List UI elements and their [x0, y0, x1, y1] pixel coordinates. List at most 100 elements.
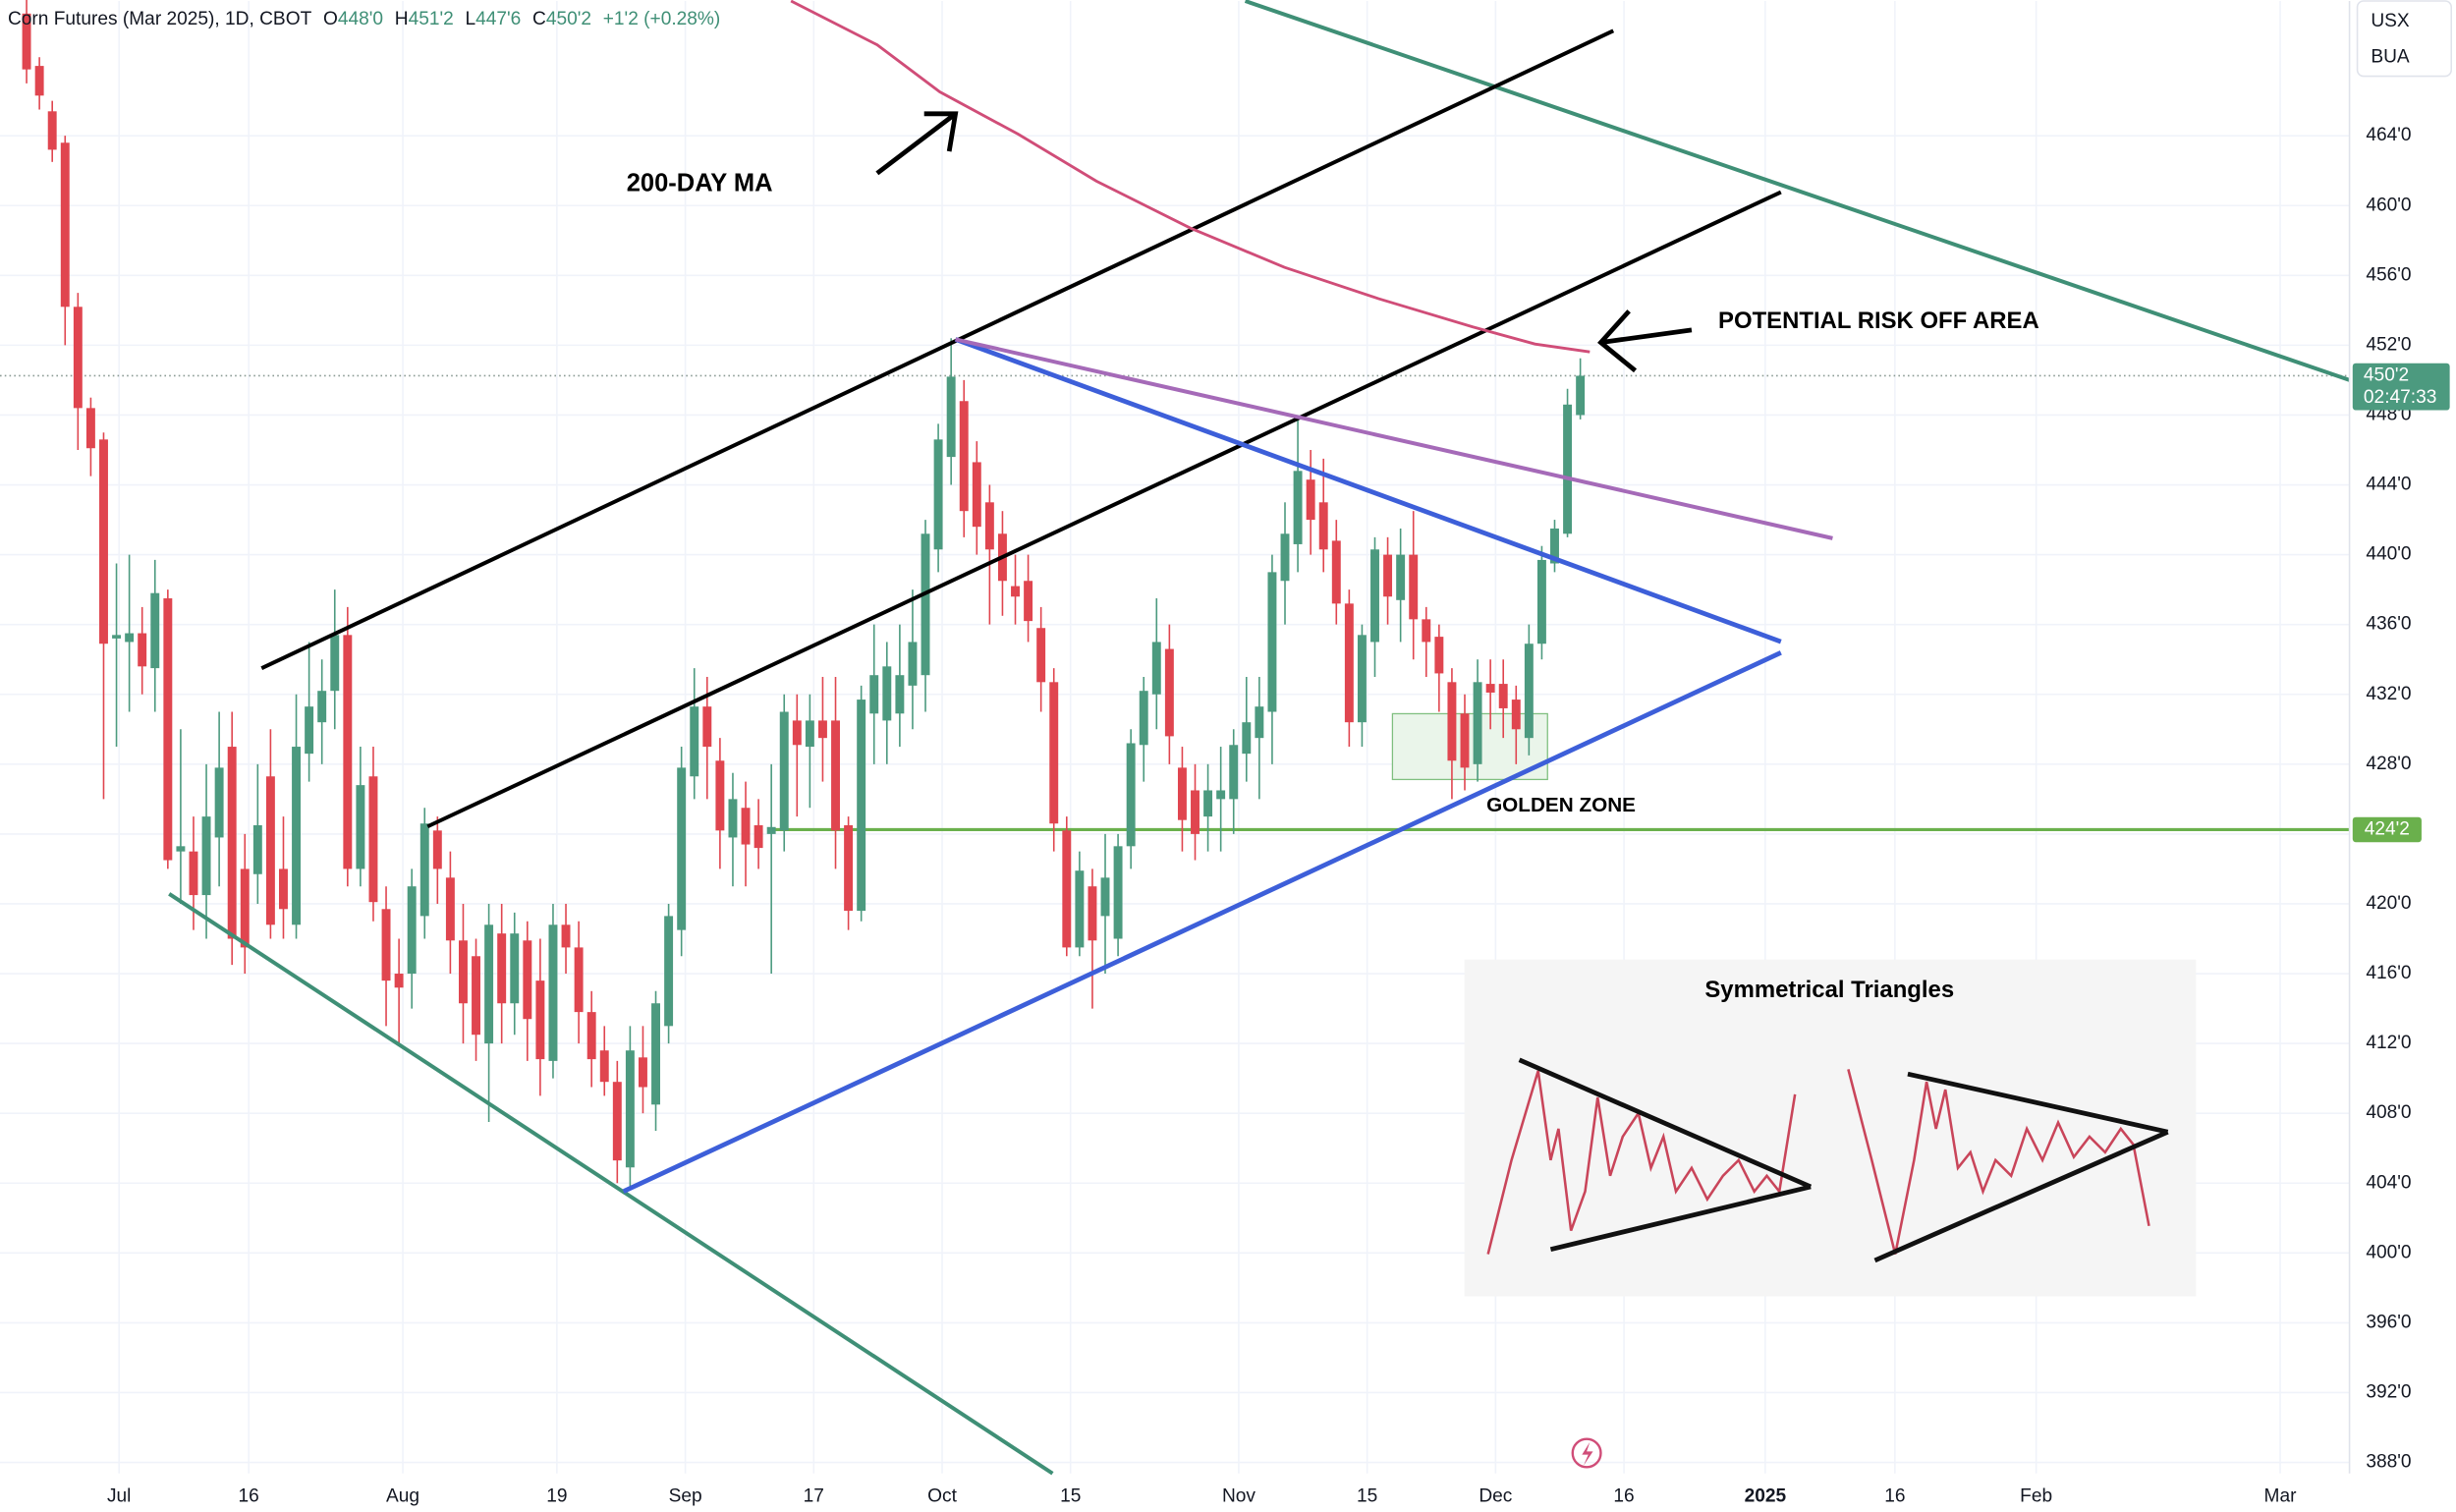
candle-body — [946, 376, 956, 458]
channel-line — [426, 190, 1782, 829]
currency[interactable]: USX — [2371, 11, 2410, 31]
candle-body — [85, 408, 95, 449]
candle-body — [1331, 540, 1341, 604]
candle-body — [1318, 502, 1328, 550]
triangle-line — [954, 337, 1782, 644]
candle-body — [252, 825, 262, 874]
candle-body — [292, 747, 302, 925]
candle-body — [1024, 581, 1033, 622]
candle-body — [381, 909, 391, 981]
candle-body — [265, 776, 275, 925]
candle-body — [895, 675, 905, 714]
candle-body — [792, 720, 802, 746]
inset-trend — [1549, 1184, 1812, 1253]
ohlc-key: O — [323, 9, 338, 29]
last-price-label: 450'2 — [2364, 365, 2409, 386]
candle-body — [497, 933, 507, 1004]
candle-body — [1306, 479, 1315, 521]
candle-body — [1177, 767, 1187, 820]
candle-body — [1383, 554, 1393, 597]
candle-body — [343, 635, 353, 869]
candle-body — [1216, 790, 1226, 800]
ma-label: 200-DAY MA — [627, 169, 773, 196]
candle-body — [356, 785, 365, 869]
candle-body — [754, 825, 763, 849]
axes: 464'0460'0456'0452'0448'0444'0440'0436'0… — [107, 125, 2450, 1507]
candle-body — [214, 767, 224, 838]
x-tick-label: 17 — [804, 1486, 824, 1507]
inset-trend — [1873, 1129, 2169, 1263]
candle-body — [561, 924, 571, 948]
ohlc-key: H — [395, 9, 409, 29]
candle-body — [857, 700, 866, 912]
x-tick-label: 16 — [1884, 1486, 1905, 1507]
level-label: 424'2 — [2365, 818, 2410, 839]
candle-body — [407, 886, 417, 975]
candle-body — [831, 720, 840, 831]
x-tick-label: 15 — [1060, 1486, 1081, 1507]
candle-body — [1280, 533, 1290, 582]
level-tag — [2352, 816, 2422, 843]
candle-body — [869, 675, 879, 714]
candle-body — [1062, 830, 1072, 948]
y-tick-label: 452'0 — [2366, 334, 2411, 355]
candle-body — [112, 635, 122, 639]
candles — [22, 0, 1586, 1189]
candle-body — [1434, 637, 1444, 674]
icon[interactable] — [1571, 1437, 1602, 1469]
candle-body — [99, 439, 108, 644]
candle-body — [472, 956, 481, 1036]
candle-body — [1409, 554, 1419, 620]
candle-body — [1139, 691, 1148, 746]
y-tick-label: 464'0 — [2366, 125, 2411, 145]
y-tick-label: 416'0 — [2366, 963, 2411, 983]
candle-body — [651, 1003, 660, 1105]
candle-body — [227, 747, 237, 939]
candle-body — [638, 1057, 647, 1088]
ohlc-key: C — [532, 9, 546, 29]
x-tick-label: 15 — [1357, 1486, 1377, 1507]
candle-body — [163, 598, 173, 861]
change: +1'2 (+0.28%) — [603, 9, 721, 29]
candle-body — [921, 533, 930, 676]
candle-body — [1344, 603, 1354, 723]
candle-body — [1473, 682, 1482, 764]
y-tick-label: 428'0 — [2366, 754, 2411, 774]
candle-body — [690, 706, 699, 777]
y-tick-label: 460'0 — [2366, 195, 2411, 215]
candle-body — [60, 142, 70, 308]
countdown: 02:47:33 — [2364, 387, 2436, 408]
candle-body — [599, 1050, 609, 1083]
candle-body — [176, 846, 186, 852]
unit[interactable]: BUA — [2371, 46, 2410, 67]
y-tick-label: 408'0 — [2366, 1102, 2411, 1123]
candle-body — [664, 916, 674, 1027]
candle-body — [728, 799, 738, 838]
candle-body — [535, 980, 545, 1060]
candle-body — [150, 592, 160, 669]
candle-body — [1088, 886, 1097, 941]
y-tick-label: 444'0 — [2366, 475, 2411, 495]
candle-body — [1460, 713, 1470, 768]
candle-body — [510, 933, 520, 1004]
symbol: Corn Futures (Mar 2025), 1D, CBOT — [8, 9, 312, 29]
candle-body — [1203, 790, 1213, 817]
candle-body — [47, 111, 57, 150]
candle-body — [1049, 682, 1059, 824]
y-tick-label: 396'0 — [2366, 1312, 2411, 1332]
x-tick-label: Aug — [386, 1486, 419, 1507]
candle-body — [933, 439, 943, 550]
candle-body — [201, 816, 211, 896]
header: Corn Futures (Mar 2025), 1D, CBOT O448'0… — [8, 9, 720, 29]
candle-body — [1576, 375, 1586, 416]
y-tick-label: 436'0 — [2366, 614, 2411, 635]
unit-box[interactable] — [2356, 0, 2453, 78]
candle-body — [484, 924, 494, 1044]
inset-title: Symmetrical Triangles — [1704, 977, 1954, 1003]
last-price-tag — [2352, 363, 2450, 411]
candle-body — [908, 642, 918, 686]
channel-line — [260, 28, 1615, 671]
candle-body — [805, 720, 814, 748]
inset-trend — [1518, 1057, 1813, 1190]
